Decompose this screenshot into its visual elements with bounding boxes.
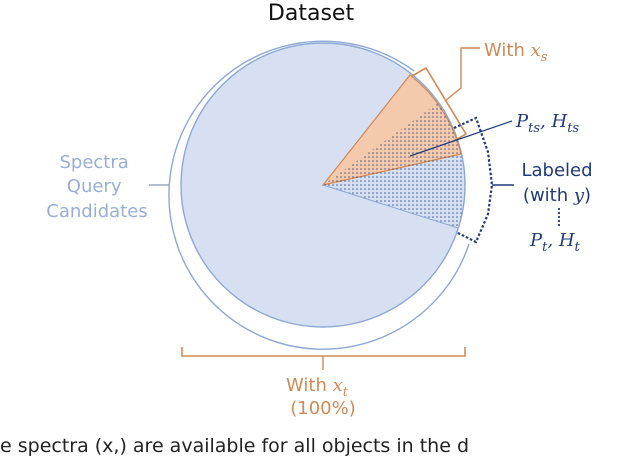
spectra-line-1: Spectra — [59, 152, 128, 173]
pts-hts-label: Pts, Hts — [515, 111, 579, 136]
pts-leader — [409, 120, 513, 157]
labeled-line2-suffix: ) — [584, 185, 591, 206]
pt-ht-label: Pt, Ht — [529, 230, 581, 255]
spectra-label: Spectra Query Candidates — [46, 152, 147, 222]
with-xt-prefix: With — [286, 375, 333, 396]
labeled-line2-prefix: (with — [523, 185, 574, 206]
caption-fragment: e spectra (x,) are available for all obj… — [0, 435, 469, 456]
pts-h-sub: ts — [567, 121, 579, 136]
with-xt-bracket — [181, 347, 466, 357]
dotted-region-edge — [322, 184, 459, 229]
labeled-line-1: Labeled — [521, 160, 592, 181]
with-xs-label: With xs — [484, 40, 548, 65]
pt-h-sub: t — [575, 240, 581, 255]
with-xt-sub: t — [343, 385, 349, 400]
dotted-labeled-region — [323, 103, 465, 228]
pt-sep: , — [547, 230, 558, 251]
pts-p: P — [515, 111, 529, 132]
labeled-label: Labeled — [521, 160, 592, 181]
labeled-line-2: (with y) — [523, 185, 591, 206]
with-xs-var: x — [531, 40, 541, 61]
with-xt-label: With xt — [286, 375, 349, 400]
with-xs-prefix: With — [484, 40, 531, 61]
spectra-line-3: Candidates — [46, 201, 147, 222]
pt-h: H — [558, 230, 575, 251]
diagram-title: Dataset — [268, 1, 355, 26]
pts-p-sub: ts — [528, 121, 540, 136]
labeled-bracket — [453, 116, 494, 244]
with-xt-var: x — [333, 375, 343, 396]
pts-h: H — [550, 111, 567, 132]
with-xs-sub: s — [541, 50, 548, 65]
labeled-var-y: y — [573, 185, 585, 206]
with-xt-percent: (100%) — [290, 398, 356, 419]
with-xs-leader — [444, 47, 480, 102]
outer-ring — [168, 40, 470, 350]
pts-sep: , — [540, 111, 551, 132]
spectra-line-2: Query — [67, 176, 122, 197]
pt-p: P — [529, 230, 543, 251]
pt-p-sub: t — [542, 240, 548, 255]
